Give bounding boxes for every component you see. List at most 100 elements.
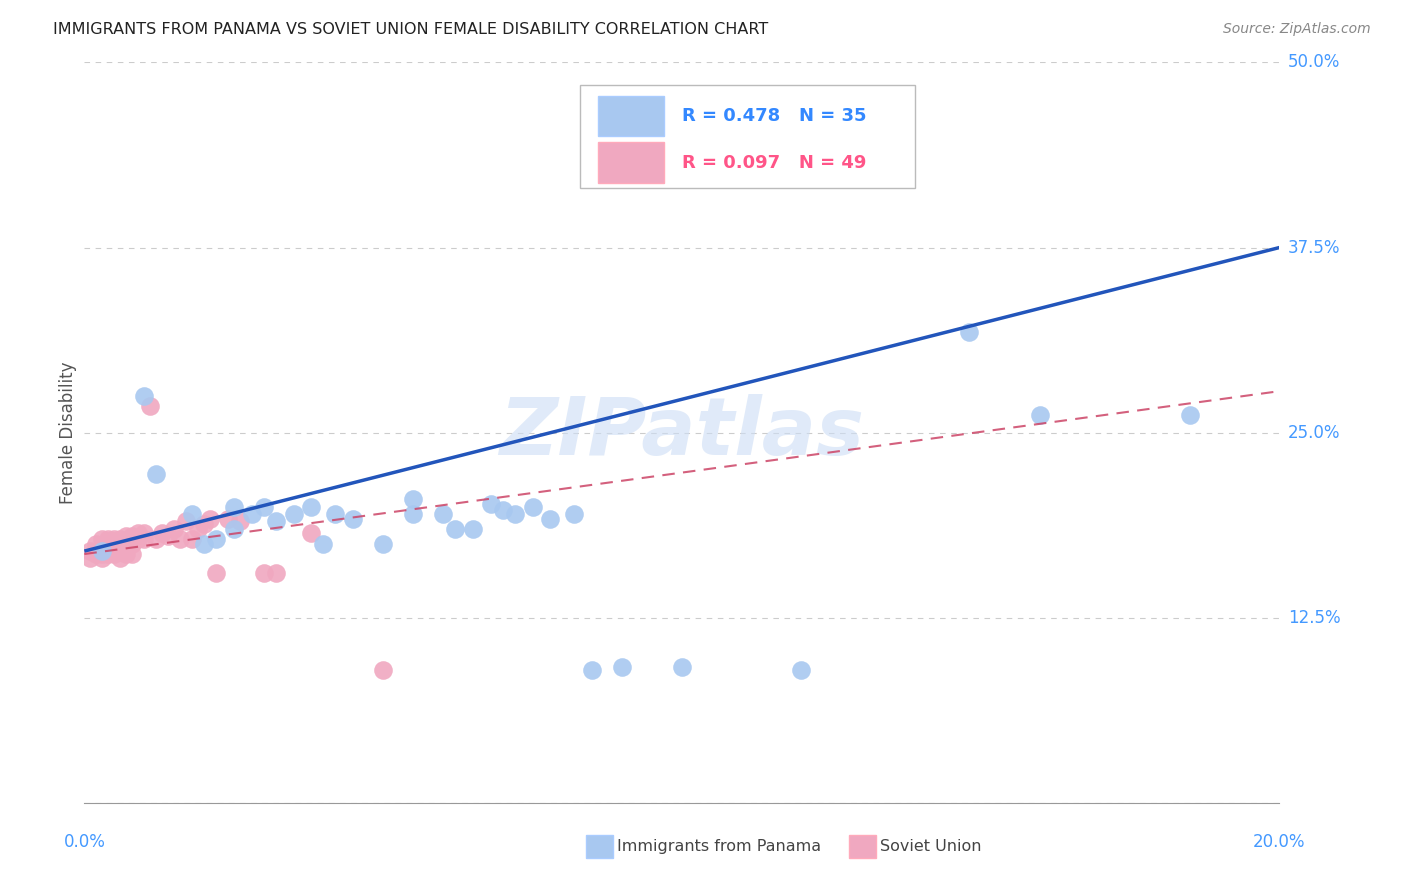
- Text: 25.0%: 25.0%: [1288, 424, 1340, 442]
- Point: [79, 551, 101, 566]
- Point: [181, 507, 204, 521]
- Point: [103, 547, 125, 561]
- Point: [103, 533, 125, 547]
- Point: [127, 533, 149, 547]
- Point: [671, 659, 693, 673]
- Point: [97, 541, 120, 555]
- FancyBboxPatch shape: [581, 85, 915, 188]
- Point: [283, 507, 305, 521]
- FancyBboxPatch shape: [599, 143, 664, 183]
- Point: [957, 325, 980, 339]
- Point: [91, 544, 114, 558]
- Point: [264, 515, 287, 529]
- Text: 12.5%: 12.5%: [1288, 608, 1340, 627]
- Point: [132, 388, 156, 402]
- Point: [325, 507, 347, 521]
- Point: [97, 533, 120, 547]
- Point: [91, 551, 114, 566]
- Point: [522, 500, 544, 514]
- Point: [373, 663, 395, 677]
- Point: [86, 536, 108, 550]
- FancyBboxPatch shape: [849, 835, 876, 858]
- Point: [139, 399, 162, 413]
- Text: 20.0%: 20.0%: [1253, 833, 1306, 851]
- Point: [86, 547, 108, 561]
- Point: [432, 507, 454, 521]
- Point: [312, 536, 335, 550]
- Point: [540, 511, 562, 525]
- FancyBboxPatch shape: [599, 95, 664, 136]
- Point: [121, 547, 143, 561]
- Text: IMMIGRANTS FROM PANAMA VS SOVIET UNION FEMALE DISABILITY CORRELATION CHART: IMMIGRANTS FROM PANAMA VS SOVIET UNION F…: [53, 22, 769, 37]
- Text: ZIPatlas: ZIPatlas: [499, 393, 865, 472]
- Point: [103, 536, 125, 550]
- Point: [132, 533, 156, 547]
- Point: [86, 544, 108, 558]
- FancyBboxPatch shape: [586, 835, 613, 858]
- Point: [1178, 408, 1201, 422]
- Point: [91, 533, 114, 547]
- Point: [402, 492, 425, 507]
- Text: Immigrants from Panama: Immigrants from Panama: [617, 839, 821, 854]
- Point: [163, 522, 186, 536]
- Point: [193, 517, 215, 532]
- Point: [110, 536, 132, 550]
- Point: [373, 536, 395, 550]
- Point: [110, 544, 132, 558]
- Point: [217, 511, 239, 525]
- Point: [79, 544, 101, 558]
- Point: [193, 536, 215, 550]
- Point: [174, 515, 197, 529]
- Point: [115, 536, 138, 550]
- Point: [115, 547, 138, 561]
- Text: R = 0.097   N = 49: R = 0.097 N = 49: [682, 153, 866, 172]
- Point: [790, 663, 813, 677]
- Point: [121, 536, 143, 550]
- Point: [145, 467, 167, 481]
- Y-axis label: Female Disability: Female Disability: [59, 361, 77, 504]
- Point: [187, 522, 209, 536]
- Text: 0.0%: 0.0%: [63, 833, 105, 851]
- Point: [103, 541, 125, 555]
- Point: [110, 533, 132, 547]
- Point: [264, 566, 287, 581]
- Point: [205, 533, 228, 547]
- Point: [581, 663, 603, 677]
- Point: [127, 526, 149, 541]
- Point: [205, 566, 228, 581]
- Point: [115, 541, 138, 555]
- Text: 37.5%: 37.5%: [1288, 238, 1340, 257]
- Point: [342, 511, 364, 525]
- Text: Source: ZipAtlas.com: Source: ZipAtlas.com: [1223, 22, 1371, 37]
- Point: [169, 533, 191, 547]
- Point: [253, 500, 276, 514]
- Point: [301, 500, 323, 514]
- Point: [198, 511, 221, 525]
- Text: Soviet Union: Soviet Union: [880, 839, 981, 854]
- Point: [91, 547, 114, 561]
- Point: [97, 547, 120, 561]
- Point: [461, 522, 484, 536]
- Point: [253, 566, 276, 581]
- Point: [222, 500, 245, 514]
- Point: [492, 502, 515, 516]
- Text: 50.0%: 50.0%: [1288, 54, 1340, 71]
- Point: [301, 526, 323, 541]
- Text: R = 0.478   N = 35: R = 0.478 N = 35: [682, 107, 866, 125]
- Point: [157, 529, 180, 543]
- Point: [145, 533, 167, 547]
- Point: [121, 529, 143, 543]
- Point: [91, 541, 114, 555]
- Point: [402, 507, 425, 521]
- Point: [115, 529, 138, 543]
- Point: [1029, 408, 1052, 422]
- Point: [222, 522, 245, 536]
- Point: [132, 526, 156, 541]
- Point: [479, 497, 502, 511]
- Point: [110, 551, 132, 566]
- Point: [181, 533, 204, 547]
- Point: [240, 507, 263, 521]
- Point: [444, 522, 467, 536]
- Point: [150, 526, 173, 541]
- Point: [228, 515, 252, 529]
